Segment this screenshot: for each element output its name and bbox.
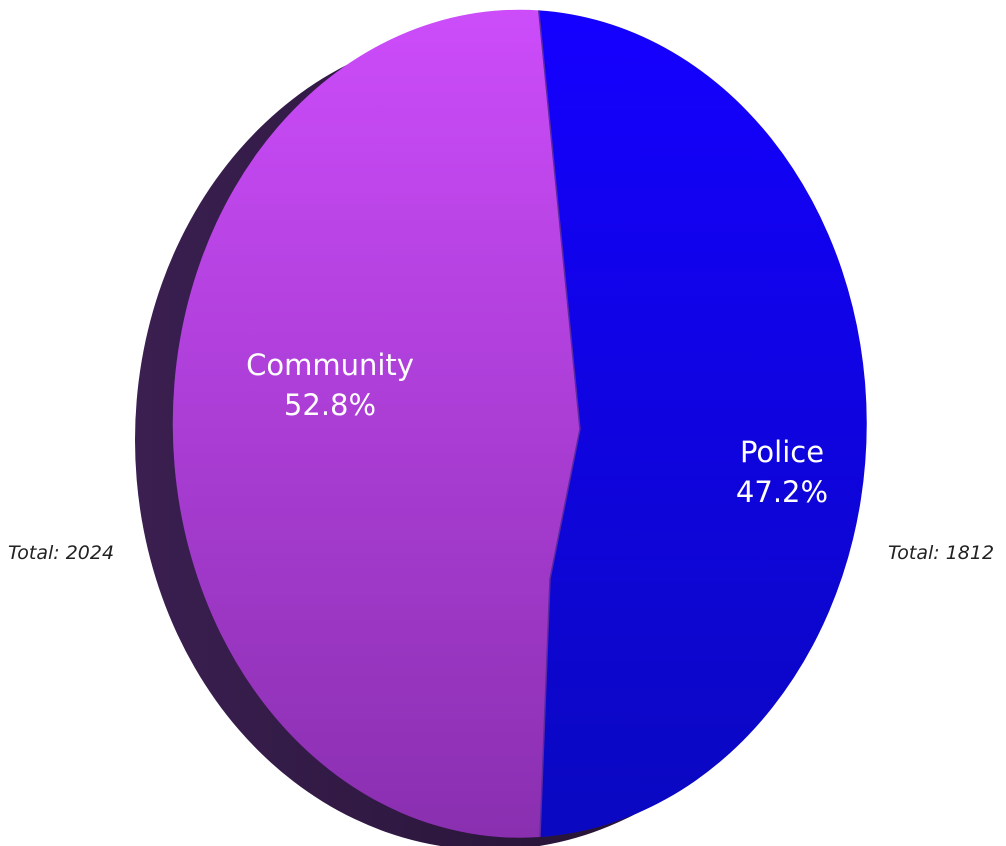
slice-label-community: Community xyxy=(246,348,414,382)
slice-percent-police: 47.2% xyxy=(736,475,828,509)
pie-slices xyxy=(172,9,867,838)
slice-divider xyxy=(537,10,581,838)
pie-slice-community xyxy=(172,9,580,838)
pie-slice-police xyxy=(538,10,867,838)
slice-percent-community: 52.8% xyxy=(284,388,376,422)
total-label-left: Total: 2024 xyxy=(8,542,114,564)
total-label-right: Total: 1812 xyxy=(888,542,994,564)
slice-label-police: Police xyxy=(740,435,824,469)
